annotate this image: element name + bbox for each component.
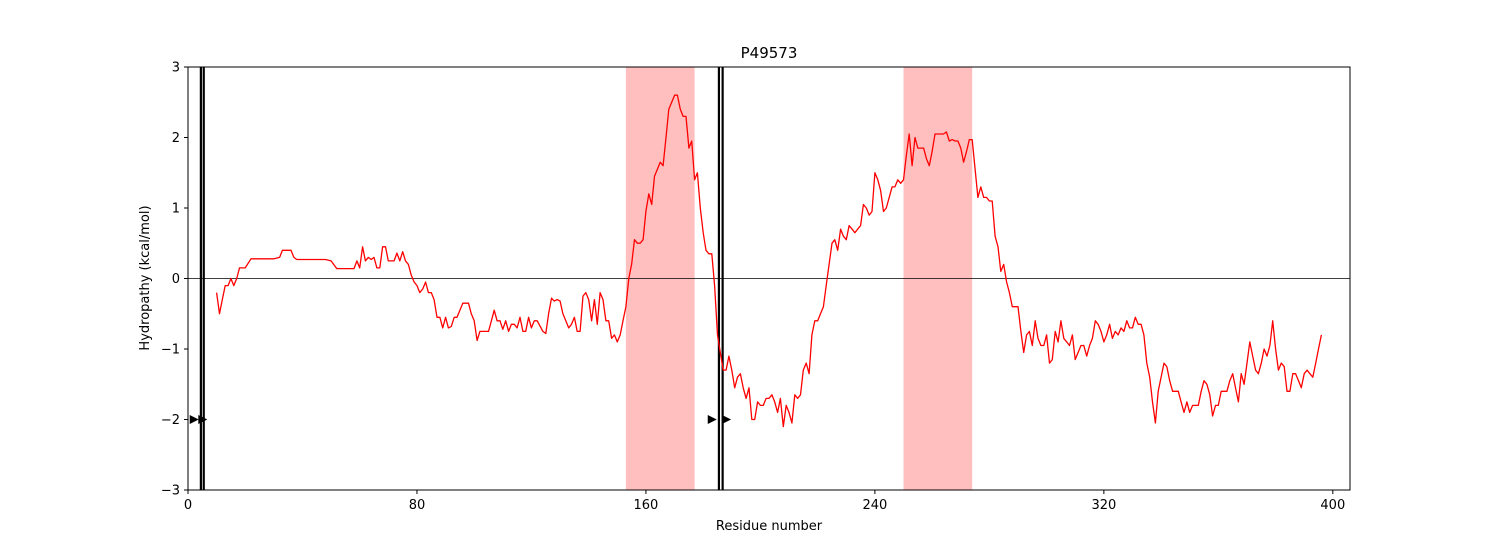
x-axis-label: Residue number [716,519,823,534]
x-axis-ticks: 0 80 160 240 320 400 [184,490,1345,513]
y-axis-ticks: −3 −2 −1 0 1 2 3 [161,61,188,499]
x-tick-label: 320 [1091,498,1116,513]
arrow-marker [189,415,199,424]
y-tick-label: 2 [172,131,180,146]
y-tick-label: 3 [172,61,180,76]
x-tick-label: 240 [862,498,887,513]
arrow-marker [198,415,208,424]
x-tick-label: 400 [1320,498,1345,513]
x-tick-label: 0 [184,498,192,513]
y-tick-label: −1 [161,343,180,358]
arrow-marker [707,415,717,424]
hydropathy-line [215,94,1323,428]
arrow-marker [722,415,732,424]
y-tick-label: 0 [172,272,180,287]
x-tick-label: 80 [409,498,426,513]
y-tick-label: −2 [161,413,180,428]
y-tick-label: −3 [161,484,180,499]
x-tick-label: 160 [634,498,659,513]
chart-title: P49573 [741,44,798,62]
y-axis-label: Hydropathy (kcal/mol) [138,205,153,350]
arrow-markers [189,415,732,424]
y-tick-label: 1 [172,202,180,217]
